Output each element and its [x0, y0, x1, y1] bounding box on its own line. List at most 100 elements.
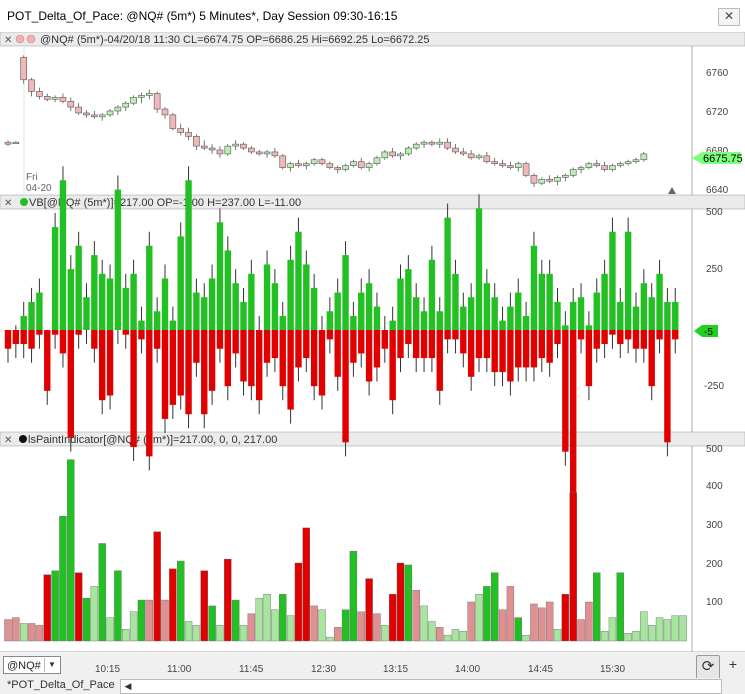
volume-bar	[27, 623, 36, 642]
delta-bar-down	[452, 330, 459, 340]
volume-bar	[341, 609, 350, 642]
delta-bar-down	[295, 330, 302, 368]
delta-bar-up	[36, 292, 43, 330]
scrollbar-thumb[interactable]	[137, 681, 719, 692]
pane3-ytick: 300	[706, 520, 723, 531]
delta-bar-up	[491, 297, 498, 330]
volume-bar	[334, 627, 342, 642]
chevron-down-icon[interactable]: ▼	[44, 658, 59, 672]
delta-bar-down	[224, 330, 231, 387]
volume-bar	[67, 459, 75, 642]
volume-bar	[428, 621, 436, 642]
delta-bar-down	[585, 330, 593, 387]
delta-bar-down	[161, 330, 169, 419]
pane1-color-icon-2	[26, 34, 36, 44]
candle	[287, 163, 294, 168]
delta-bar-up	[538, 273, 545, 330]
delta-bar-up	[216, 222, 224, 330]
delta-bar-down	[310, 330, 318, 387]
symbol-select[interactable]: @NQ# ▼	[3, 656, 61, 674]
delta-bar-down	[538, 330, 545, 359]
volume-bar	[59, 516, 67, 642]
delta-bar-down	[389, 330, 396, 401]
candle	[200, 145, 208, 149]
candle	[248, 147, 255, 153]
volume-bar	[663, 619, 672, 642]
close-icon[interactable]: ✕	[718, 8, 740, 26]
delta-bar-up	[51, 227, 59, 330]
pane3-close-icon[interactable]: ✕	[4, 435, 12, 446]
volume-bar	[671, 615, 679, 642]
candle	[91, 114, 98, 118]
delta-bar-up	[585, 325, 593, 330]
volume-bar	[483, 586, 491, 642]
pane1-ytick: 6760	[706, 68, 729, 79]
delta-bar-up	[201, 297, 208, 330]
volume-bar	[569, 492, 577, 642]
delta-bar-up	[146, 245, 153, 330]
delta-bar-down	[279, 330, 286, 387]
candle	[428, 141, 436, 145]
delta-bar-up	[467, 297, 475, 330]
pane1-close-icon[interactable]: ✕	[4, 35, 12, 46]
delta-bar-up	[428, 259, 436, 330]
delta-bar-up	[114, 189, 122, 330]
delta-bar-up	[358, 292, 365, 330]
delta-bar-down	[444, 330, 451, 340]
volume-bar	[216, 625, 224, 642]
volume-bar	[577, 619, 585, 642]
volume-bar	[349, 551, 358, 642]
delta-bar-down	[248, 330, 255, 387]
chart-canvas[interactable]: ✕ @NQ# (5m*)-04/20/18 11:30 CL=6674.75 O…	[0, 31, 745, 656]
delta-bar-down	[617, 330, 624, 345]
scroll-left-icon[interactable]: ◀	[124, 681, 132, 691]
delta-bar-up	[279, 315, 286, 330]
candle	[350, 161, 357, 166]
delta-bar-up	[271, 283, 279, 330]
pane1-header: @NQ# (5m*)-04/20/18 11:30 CL=6674.75 OP=…	[40, 34, 430, 46]
candle	[208, 147, 216, 151]
value-marker	[694, 325, 718, 337]
volume-bar	[145, 599, 154, 642]
chart-area[interactable]: ✕ @NQ# (5m*)-04/20/18 11:30 CL=6674.75 O…	[0, 31, 745, 656]
volume-bar	[365, 578, 373, 642]
price-marker	[692, 152, 741, 164]
volume-bar	[122, 629, 130, 642]
refresh-icon[interactable]: ⟳	[696, 655, 720, 679]
delta-bar-up	[397, 278, 404, 330]
delta-bar-up	[499, 320, 506, 330]
delta-bar-down	[530, 330, 538, 368]
candlestick-series	[4, 55, 648, 188]
volume-bar	[231, 599, 240, 642]
candle	[98, 114, 106, 118]
volume-bar	[522, 634, 530, 642]
tab-workspace[interactable]: *POT_Delta_Of_Pace	[7, 679, 115, 691]
candle	[153, 93, 161, 110]
delta-bar-up	[570, 301, 577, 330]
pane1-ytick: 6680	[706, 146, 729, 157]
candle	[75, 106, 82, 114]
volume-bar	[655, 617, 664, 642]
delta-bar-up	[530, 245, 538, 330]
candle	[522, 163, 530, 176]
pane2-close-icon[interactable]: ✕	[4, 198, 12, 209]
candle	[12, 141, 20, 144]
candle	[4, 141, 12, 145]
delta-bar-up	[609, 231, 616, 330]
delta-bar-down	[656, 330, 663, 340]
volume-bar	[498, 609, 507, 642]
candle	[546, 178, 553, 182]
delta-bar-up	[444, 217, 451, 330]
xaxis-label: 13:15	[383, 664, 409, 675]
plus-icon[interactable]: +	[728, 656, 738, 672]
candle	[499, 163, 506, 166]
delta-bar-down	[334, 330, 341, 377]
delta-bar-up	[161, 278, 169, 330]
horizontal-scrollbar[interactable]: ◀	[120, 679, 722, 694]
volume-bar	[90, 586, 99, 642]
delta-bar-down	[130, 330, 137, 447]
candle	[279, 155, 287, 168]
candle	[562, 175, 569, 178]
pane3-ytick: 100	[706, 597, 723, 608]
pane3-header-bar	[0, 431, 745, 447]
